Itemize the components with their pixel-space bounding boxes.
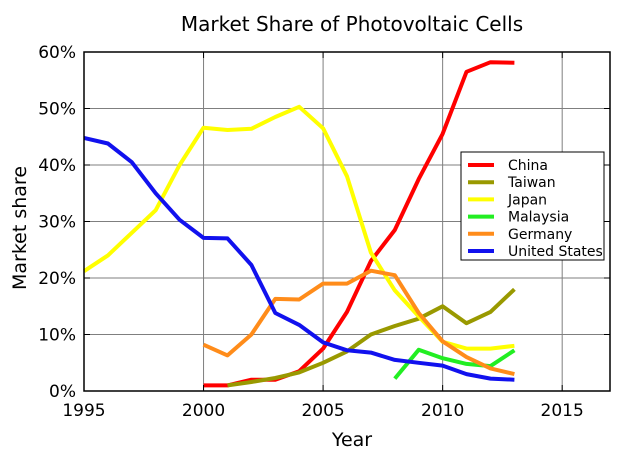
y-tick-label: 60%	[38, 43, 76, 63]
y-axis-tick-labels: 0% 10% 20% 30% 40% 50% 60%	[38, 43, 76, 402]
legend-label-germany: Germany	[508, 227, 572, 243]
legend-label-japan: Japan	[507, 192, 547, 208]
series-line-germany	[202, 268, 515, 377]
series-lines	[82, 60, 516, 388]
legend-label-taiwan: Taiwan	[507, 175, 556, 191]
legend-box	[460, 151, 605, 261]
series-line-united-states	[83, 135, 515, 382]
y-tick-label: 10%	[38, 326, 76, 346]
y-tick-label: 20%	[38, 269, 76, 289]
axis-ticks	[83, 51, 610, 392]
y-tick-label: 30%	[38, 213, 76, 233]
x-tick-label: 1995	[62, 401, 105, 421]
x-axis-tick-labels: 1995 2000 2005 2010 2015	[62, 401, 583, 421]
series-line-malaysia	[393, 347, 516, 380]
x-tick-label: 2010	[421, 401, 464, 421]
x-tick-label: 2015	[541, 401, 584, 421]
x-tick-label: 2005	[301, 401, 344, 421]
y-tick-label: 0%	[49, 382, 76, 402]
chart-title: Market Share of Photovoltaic Cells	[181, 12, 523, 36]
legend-label-united-states: United States	[508, 244, 603, 260]
y-tick-label: 50%	[38, 100, 76, 120]
x-axis-label: Year	[331, 429, 372, 451]
series-line-taiwan	[227, 287, 516, 388]
legend-label-china: China	[508, 158, 548, 174]
y-axis-label: Market share	[9, 166, 31, 290]
legend-label-malaysia: Malaysia	[508, 210, 569, 226]
y-tick-label: 40%	[38, 156, 76, 176]
x-tick-label: 2000	[182, 401, 225, 421]
